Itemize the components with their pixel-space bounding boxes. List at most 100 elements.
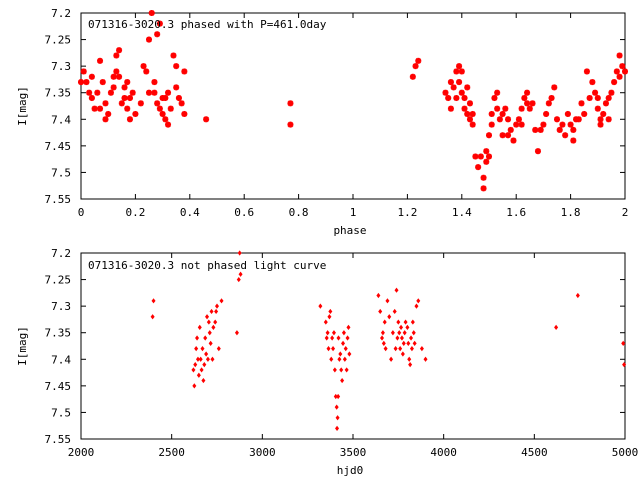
top-data-point — [597, 121, 604, 128]
bottom-data-point — [331, 330, 336, 336]
bottom-data-point — [323, 319, 328, 325]
top-data-point — [466, 116, 473, 123]
top-x-tick-labels: 0 0.2 0.4 0.6 0.8 1 1.2 1.4 1.6 1.8 2 — [78, 206, 629, 219]
top-data-point — [99, 79, 106, 86]
bottom-data-point — [380, 330, 385, 336]
top-data-point — [477, 153, 484, 160]
bottom-data-point — [151, 298, 156, 304]
bottom-data-point — [195, 335, 200, 341]
top-data-point — [469, 121, 476, 128]
top-data-point — [121, 95, 128, 102]
top-data-point — [486, 132, 492, 139]
top-data-point — [116, 47, 123, 54]
top-data-point — [488, 110, 495, 117]
top-data-point — [483, 158, 490, 165]
top-data-point — [475, 164, 482, 171]
top-chart-phased: 0 0.2 0.4 0.6 0.8 1 1.2 1.4 1.6 1.8 2 7.27.257.37.… — [16, 7, 628, 237]
bottom-data-point — [554, 324, 559, 330]
top-y-tick-label: 7.4 — [51, 113, 71, 126]
top-data-point — [597, 116, 604, 123]
bottom-data-point — [622, 362, 627, 368]
top-data-point — [110, 84, 117, 91]
top-data-point — [178, 100, 185, 107]
bottom-data-point — [395, 335, 400, 341]
bottom-data-point — [213, 319, 218, 325]
bottom-data-point — [346, 324, 351, 330]
top-data-point — [456, 63, 463, 70]
bottom-data-point — [209, 308, 214, 315]
top-data-point — [594, 105, 601, 112]
top-data-point — [518, 105, 525, 112]
top-data-point — [165, 89, 172, 96]
top-data-point — [140, 63, 147, 70]
top-data-point — [102, 116, 109, 123]
top-data-point — [567, 121, 574, 128]
bottom-data-point — [347, 351, 352, 357]
bottom-x-tick-label: 4500 — [521, 446, 548, 459]
top-x-tick-label: 1.2 — [397, 206, 417, 219]
top-data-point — [494, 89, 501, 96]
top-y-tick-label: 7.2 — [51, 7, 71, 20]
top-data-point — [203, 116, 210, 123]
top-x-tick-label: 1.4 — [452, 206, 472, 219]
bottom-data-point — [205, 356, 210, 362]
top-data-point — [507, 126, 514, 133]
top-data-point — [118, 100, 125, 107]
bottom-data-point — [344, 367, 349, 373]
bottom-data-point — [238, 271, 243, 277]
bottom-data-point — [394, 287, 399, 293]
bottom-data-point — [409, 335, 414, 341]
top-data-point — [458, 68, 465, 75]
top-data-point — [464, 110, 471, 117]
bottom-data-point — [411, 330, 416, 336]
top-axis-ticks — [80, 12, 626, 200]
top-data-point — [173, 84, 180, 91]
top-data-point — [551, 84, 558, 91]
top-y-tick-label: 7.35 — [45, 87, 72, 100]
bottom-data-point — [381, 340, 386, 346]
bottom-data-points — [150, 250, 627, 431]
top-data-point — [94, 89, 101, 96]
bottom-data-point — [207, 330, 212, 336]
bottom-data-point — [191, 367, 196, 373]
bottom-y-tick-label: 7.35 — [45, 327, 72, 340]
bottom-data-point — [406, 340, 411, 346]
top-data-point — [600, 110, 607, 117]
bottom-y-tick-label: 7.5 — [51, 406, 71, 419]
top-data-point — [156, 20, 163, 27]
top-y-tick-label: 7.55 — [45, 193, 72, 206]
bottom-data-point — [340, 377, 345, 384]
top-data-point — [447, 105, 454, 112]
top-y-tick-label: 7.5 — [51, 166, 71, 179]
bottom-data-point — [193, 362, 198, 368]
bottom-data-point — [387, 314, 392, 320]
bottom-data-point — [621, 340, 626, 346]
bottom-y-axis-label: I[mag] — [16, 326, 29, 366]
top-data-point — [409, 73, 416, 80]
bottom-x-tick-label: 2000 — [68, 446, 95, 459]
bottom-data-point — [383, 346, 388, 352]
top-data-point — [562, 132, 569, 139]
bottom-data-point — [414, 303, 419, 309]
top-data-points — [78, 10, 628, 192]
top-data-point — [146, 36, 152, 43]
bottom-y-tick-label: 7.25 — [45, 274, 72, 287]
bottom-data-point — [397, 330, 402, 336]
top-data-point — [586, 95, 593, 102]
top-chart-title: 071316-3020.3 phased with P=461.0day — [88, 18, 327, 31]
top-data-point — [486, 153, 492, 160]
bottom-data-point — [378, 308, 383, 315]
bottom-data-point — [199, 367, 204, 373]
top-y-tick-label: 7.3 — [51, 60, 71, 73]
top-data-point — [88, 95, 95, 102]
bottom-data-point — [402, 330, 407, 336]
top-data-point — [483, 148, 490, 155]
top-data-point — [480, 174, 487, 181]
top-data-point — [592, 89, 599, 96]
bottom-data-point — [206, 319, 211, 325]
bottom-data-point — [423, 356, 428, 362]
top-data-point — [524, 100, 531, 107]
top-data-point — [126, 116, 133, 123]
bottom-x-tick-label: 2500 — [158, 446, 185, 459]
bottom-data-point — [333, 393, 338, 400]
